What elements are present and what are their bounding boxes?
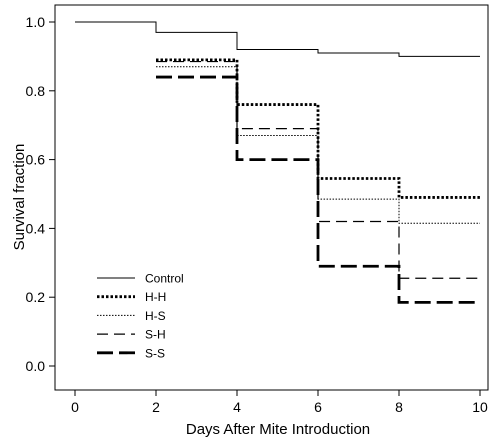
- legend-label: S-S: [145, 346, 165, 360]
- y-tick-label: 0.2: [26, 289, 46, 305]
- x-tick-label: 10: [472, 399, 488, 415]
- legend-label: Control: [145, 272, 184, 286]
- series-line-s-h: [156, 60, 480, 279]
- series-layer: [75, 21, 480, 304]
- x-tick-label: 6: [314, 399, 322, 415]
- legend: Control H-H H-S S-H S-S: [97, 272, 184, 360]
- tick-layer: 0 2 4 6 8 10 0.0 0.2 0.4 0.6 0.8 1.0: [26, 14, 488, 415]
- y-tick-label: 0.4: [26, 220, 46, 236]
- x-tick-label: 0: [71, 399, 79, 415]
- y-tick-label: 0.0: [26, 358, 46, 374]
- legend-label: S-H: [145, 328, 166, 342]
- plot-frame: [54, 4, 489, 391]
- y-axis-label: Survival fraction: [11, 144, 28, 251]
- x-tick-label: 8: [395, 399, 403, 415]
- y-tick-label: 1.0: [26, 14, 46, 30]
- legend-label: H-H: [145, 290, 166, 304]
- y-tick-label: 0.8: [26, 83, 46, 99]
- y-tick-label: 0.6: [26, 152, 46, 168]
- x-tick-label: 2: [152, 399, 160, 415]
- series-line-control: [75, 21, 480, 57]
- legend-label: H-S: [145, 309, 166, 323]
- series-line-s-s: [156, 75, 480, 304]
- x-tick-label: 4: [233, 399, 241, 415]
- x-axis-label: Days After Mite Introduction: [186, 421, 370, 438]
